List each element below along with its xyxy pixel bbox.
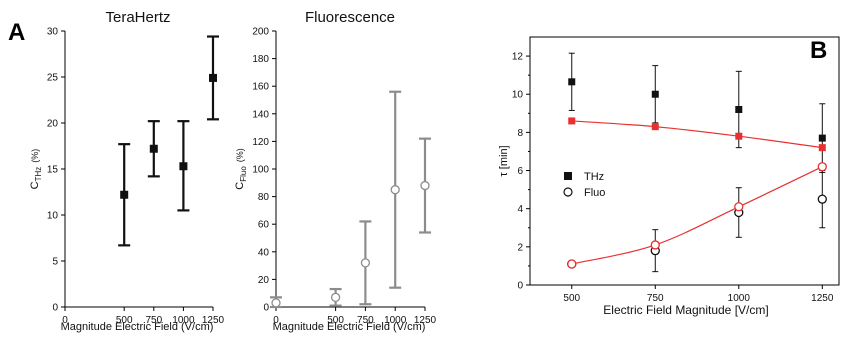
y-tick-label: 120	[252, 137, 269, 148]
x-tick-label: 750	[357, 315, 374, 326]
data-point	[651, 90, 659, 98]
data-point	[209, 73, 217, 82]
x-tick-label: 1000	[172, 315, 195, 326]
y-tick-label: 200	[252, 27, 269, 38]
x-tick-label: 0	[273, 315, 279, 326]
x-tick-label: 500	[563, 293, 580, 304]
x-axis-label: Electric Field Magnitude [V/cm]	[603, 303, 768, 317]
legend-marker-thz	[564, 172, 572, 180]
legend-label: THz	[584, 171, 604, 183]
data-point	[120, 190, 129, 199]
x-tick-label: 1250	[202, 315, 225, 326]
x-tick-label: 500	[116, 315, 133, 326]
y-tick-label: 12	[512, 52, 524, 63]
x-tick-label: 1000	[728, 293, 751, 304]
y-tick-label: 20	[47, 119, 59, 130]
y-tick-label: 30	[47, 27, 59, 38]
y-axis-label-unit: (%)	[235, 148, 245, 162]
data-point	[650, 240, 660, 250]
x-axis-label: Magnitude Electric Field (V/cm)	[61, 321, 214, 333]
y-tick-label: 15	[47, 165, 59, 176]
fluorescence-chart: Fluorescence 0 20 40 60 80 100 120 140 160 180 200 0…	[234, 9, 437, 333]
data-point	[567, 259, 577, 269]
data-point	[568, 78, 576, 86]
y-tick-label: 20	[258, 275, 270, 286]
data-point	[735, 132, 743, 140]
x-tick-label: 1250	[414, 315, 437, 326]
terahertz-chart: TeraHertz 0 5 10 15 20 25 30 0 500 750 1000 1250Magn…	[29, 9, 225, 333]
data-point	[390, 185, 400, 195]
x-tick-label: 750	[647, 293, 664, 304]
data-point	[734, 202, 744, 212]
y-axis-label-main: C	[234, 182, 246, 190]
y-tick-label: 0	[517, 281, 523, 292]
panel-label-b: B	[810, 37, 827, 64]
x-axis-label: Magnitude Electric Field (V/cm)	[273, 321, 426, 333]
data-point	[179, 162, 188, 171]
data-point	[568, 117, 576, 125]
tau-chart: 0 2 4 6 8 10 12 500 750 1000 1250 Electric Field Ma…	[498, 36, 840, 317]
y-tick-label: 0	[263, 303, 269, 314]
panel-label-a: A	[8, 19, 25, 46]
data-point	[360, 258, 371, 268]
data-point	[330, 292, 341, 302]
y-tick-label: 2	[517, 242, 523, 253]
y-tick-label: 160	[252, 82, 269, 93]
plot-frame	[529, 36, 840, 286]
y-axis-label: CTHz (%)	[29, 149, 43, 190]
y-axis-label: τ [min]	[498, 145, 510, 176]
y-axis-label-unit: (%)	[30, 149, 40, 163]
y-tick-label: 100	[252, 165, 269, 176]
y-axis-label: CFluo (%)	[234, 148, 248, 190]
data-point	[420, 180, 430, 191]
y-tick-label: 6	[517, 166, 523, 177]
data-point	[817, 194, 827, 204]
y-axis-label-main: C	[29, 181, 41, 189]
data-point	[817, 162, 827, 172]
y-axis-label-sub: Fluo	[239, 166, 248, 182]
y-axis-label-sub: THz	[34, 167, 43, 182]
data-point	[271, 298, 281, 308]
y-tick-label: 140	[252, 109, 269, 120]
y-tick-label: 5	[52, 257, 58, 268]
data-point	[818, 144, 826, 152]
y-tick-label: 180	[252, 54, 269, 65]
x-tick-label: 1000	[384, 315, 407, 326]
data-point	[818, 134, 826, 142]
fit-curve	[571, 166, 823, 265]
y-tick-label: 4	[517, 204, 523, 215]
data-point	[149, 144, 158, 153]
y-tick-label: 25	[47, 73, 59, 84]
y-tick-label: 8	[517, 128, 523, 139]
y-tick-label: 40	[258, 247, 270, 258]
x-tick-label: 0	[62, 315, 68, 326]
y-tick-label: 10	[512, 90, 524, 101]
x-tick-label: 750	[145, 315, 162, 326]
data-point	[651, 123, 659, 131]
chart-title: Fluorescence	[305, 9, 395, 26]
legend-label: Fluo	[584, 187, 605, 199]
y-tick-label: 60	[258, 220, 270, 231]
fit-curve	[571, 120, 823, 149]
chart-title: TeraHertz	[105, 9, 170, 26]
y-tick-label: 0	[52, 303, 58, 314]
legend-marker-fluo	[563, 187, 573, 197]
data-point	[735, 105, 743, 113]
x-tick-label: 500	[327, 315, 344, 326]
x-tick-label: 1250	[811, 293, 834, 304]
y-tick-label: 80	[258, 192, 270, 203]
y-tick-label: 10	[47, 211, 59, 222]
